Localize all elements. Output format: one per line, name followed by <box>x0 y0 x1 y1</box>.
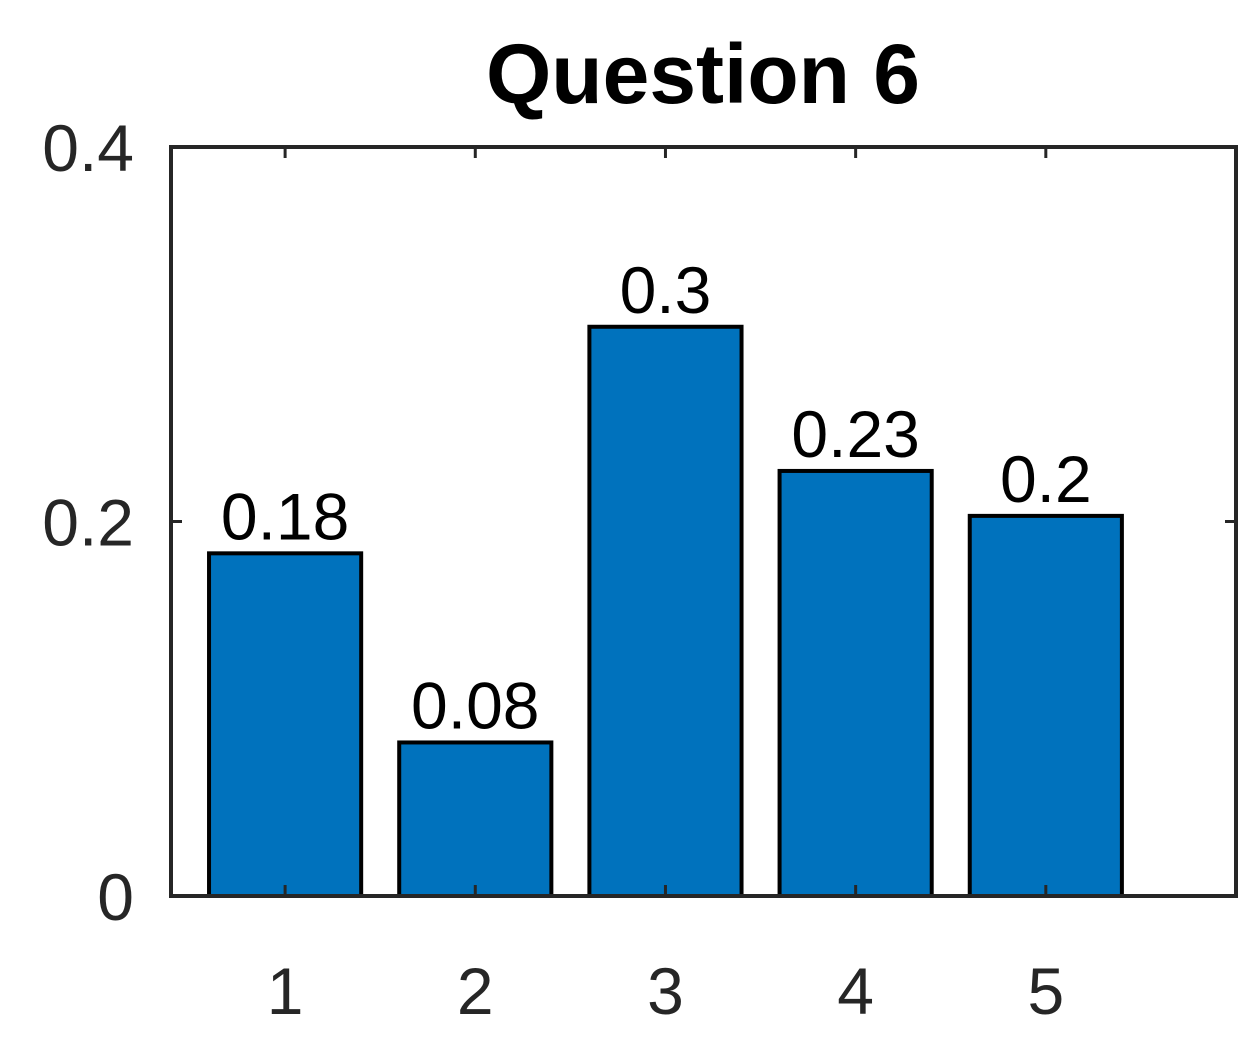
x-tick-label-4: 4 <box>837 954 874 1028</box>
bar-1 <box>207 551 364 899</box>
y-tick-label-0: 0 <box>97 860 134 934</box>
data-label-5: 0.2 <box>1000 442 1092 516</box>
bar-5 <box>967 513 1124 898</box>
chart-title: Question 6 <box>486 27 920 121</box>
y-tick-label-1: 0.2 <box>42 486 134 560</box>
data-label-4: 0.23 <box>791 397 919 471</box>
bar-3 <box>587 324 744 898</box>
x-tick-label-2: 2 <box>457 954 494 1028</box>
bar-4 <box>777 468 934 898</box>
data-label-3: 0.3 <box>620 253 712 327</box>
y-tick-label-2: 0.4 <box>42 111 134 185</box>
bar-2 <box>397 740 554 899</box>
x-tick-label-1: 1 <box>267 954 304 1028</box>
labels-layer: 0.18 1 0.08 2 0.3 3 0.23 4 0.2 5 0 0.2 0.4 <box>42 111 1091 1028</box>
x-tick-label-3: 3 <box>647 954 684 1028</box>
ticks-layer <box>171 145 1236 898</box>
x-tick-label-5: 5 <box>1027 954 1064 1028</box>
data-label-1: 0.18 <box>221 479 349 553</box>
data-label-2: 0.08 <box>411 668 539 742</box>
bars-layer <box>207 324 1124 899</box>
